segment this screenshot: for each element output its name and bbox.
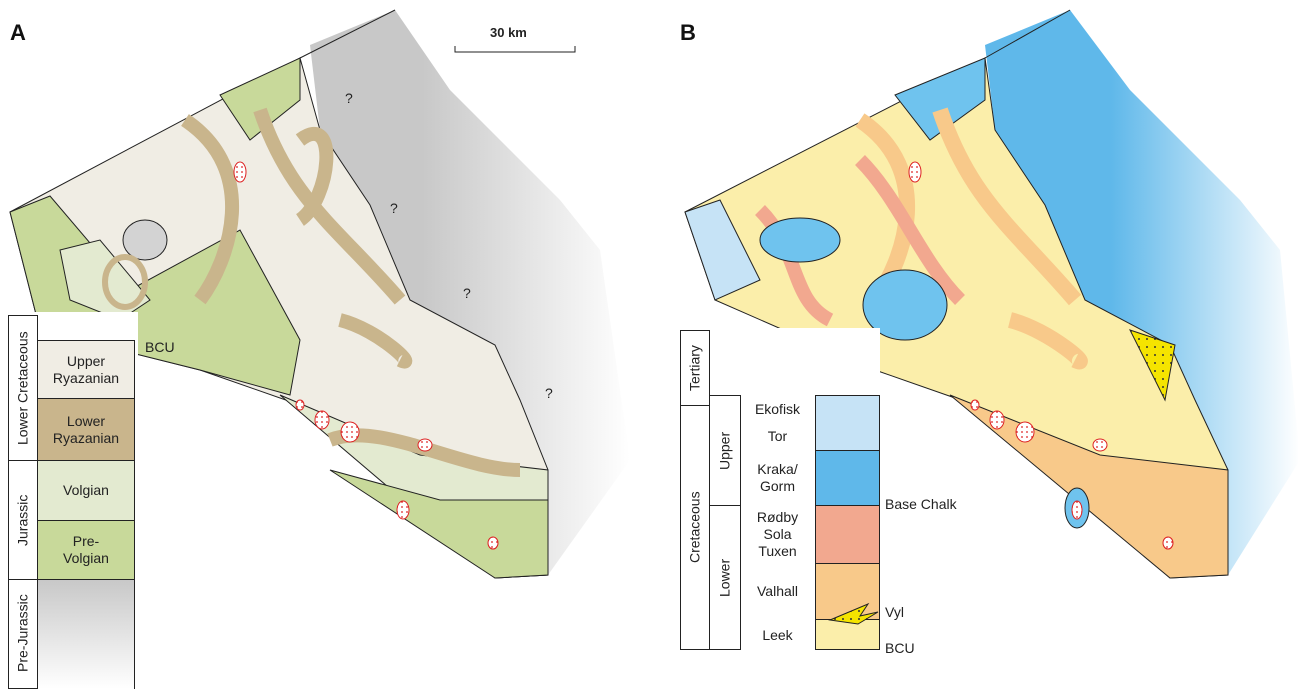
figure: A 30 km ? ? ? ? Lower Cretaceous Jurassi… [0, 0, 1298, 689]
unit: Kraka/ Gorm [740, 450, 815, 505]
ekofisk-tor-swatch [815, 395, 880, 451]
horizon-label: BCU [145, 339, 175, 355]
map-shape [397, 501, 409, 519]
map-shape [455, 46, 575, 52]
question-mark: ? [545, 385, 553, 401]
map-shape [488, 537, 498, 549]
period: Pre-Jurassic [8, 579, 38, 689]
unit: Leek [740, 620, 815, 650]
panel-label: B [680, 20, 696, 46]
period: Lower Cretaceous [8, 315, 38, 461]
question-mark: ? [390, 200, 398, 216]
map-shape [1093, 439, 1107, 451]
map-shape [234, 162, 246, 182]
map-shape [418, 439, 432, 451]
map-shape [1163, 537, 1173, 549]
period: Jurassic [8, 460, 38, 580]
kraka-swatch [815, 450, 880, 506]
grey-inlier [123, 220, 167, 260]
unit: Rødby Sola Tuxen [740, 505, 815, 563]
unit: Volgian [37, 460, 135, 521]
epoch: Upper [709, 395, 741, 506]
map-shape [296, 400, 304, 410]
map-shape [1016, 422, 1034, 442]
horizon-label: Base Chalk [885, 496, 957, 512]
horizon-label: BCU [885, 640, 915, 656]
map-shape [990, 411, 1004, 429]
map-shape [341, 422, 359, 442]
horizon-label: Vyl [885, 604, 904, 620]
panel-label: A [10, 20, 26, 46]
pre-jurassic-swatch [37, 579, 135, 689]
map-shape [909, 162, 921, 182]
epoch: Lower [709, 505, 741, 650]
unit: Lower Ryazanian [37, 398, 135, 461]
period: Cretaceous [680, 405, 710, 650]
unit: Tor [740, 423, 815, 450]
scale-bar-label: 30 km [490, 25, 527, 40]
kraka-blob [760, 218, 840, 262]
map-shape [315, 411, 329, 429]
rodby-swatch [815, 505, 880, 564]
unit: Upper Ryazanian [37, 340, 135, 399]
question-mark: ? [345, 90, 353, 106]
unit: Pre-Volgian [37, 520, 135, 580]
question-mark: ? [463, 285, 471, 301]
period: Tertiary [680, 330, 710, 406]
map-shape [971, 400, 979, 410]
vyl-wedge [815, 604, 870, 624]
map-shape [1072, 501, 1082, 519]
unit: Ekofisk [740, 395, 815, 423]
unit: Valhall [740, 563, 815, 620]
maps [0, 0, 1298, 689]
